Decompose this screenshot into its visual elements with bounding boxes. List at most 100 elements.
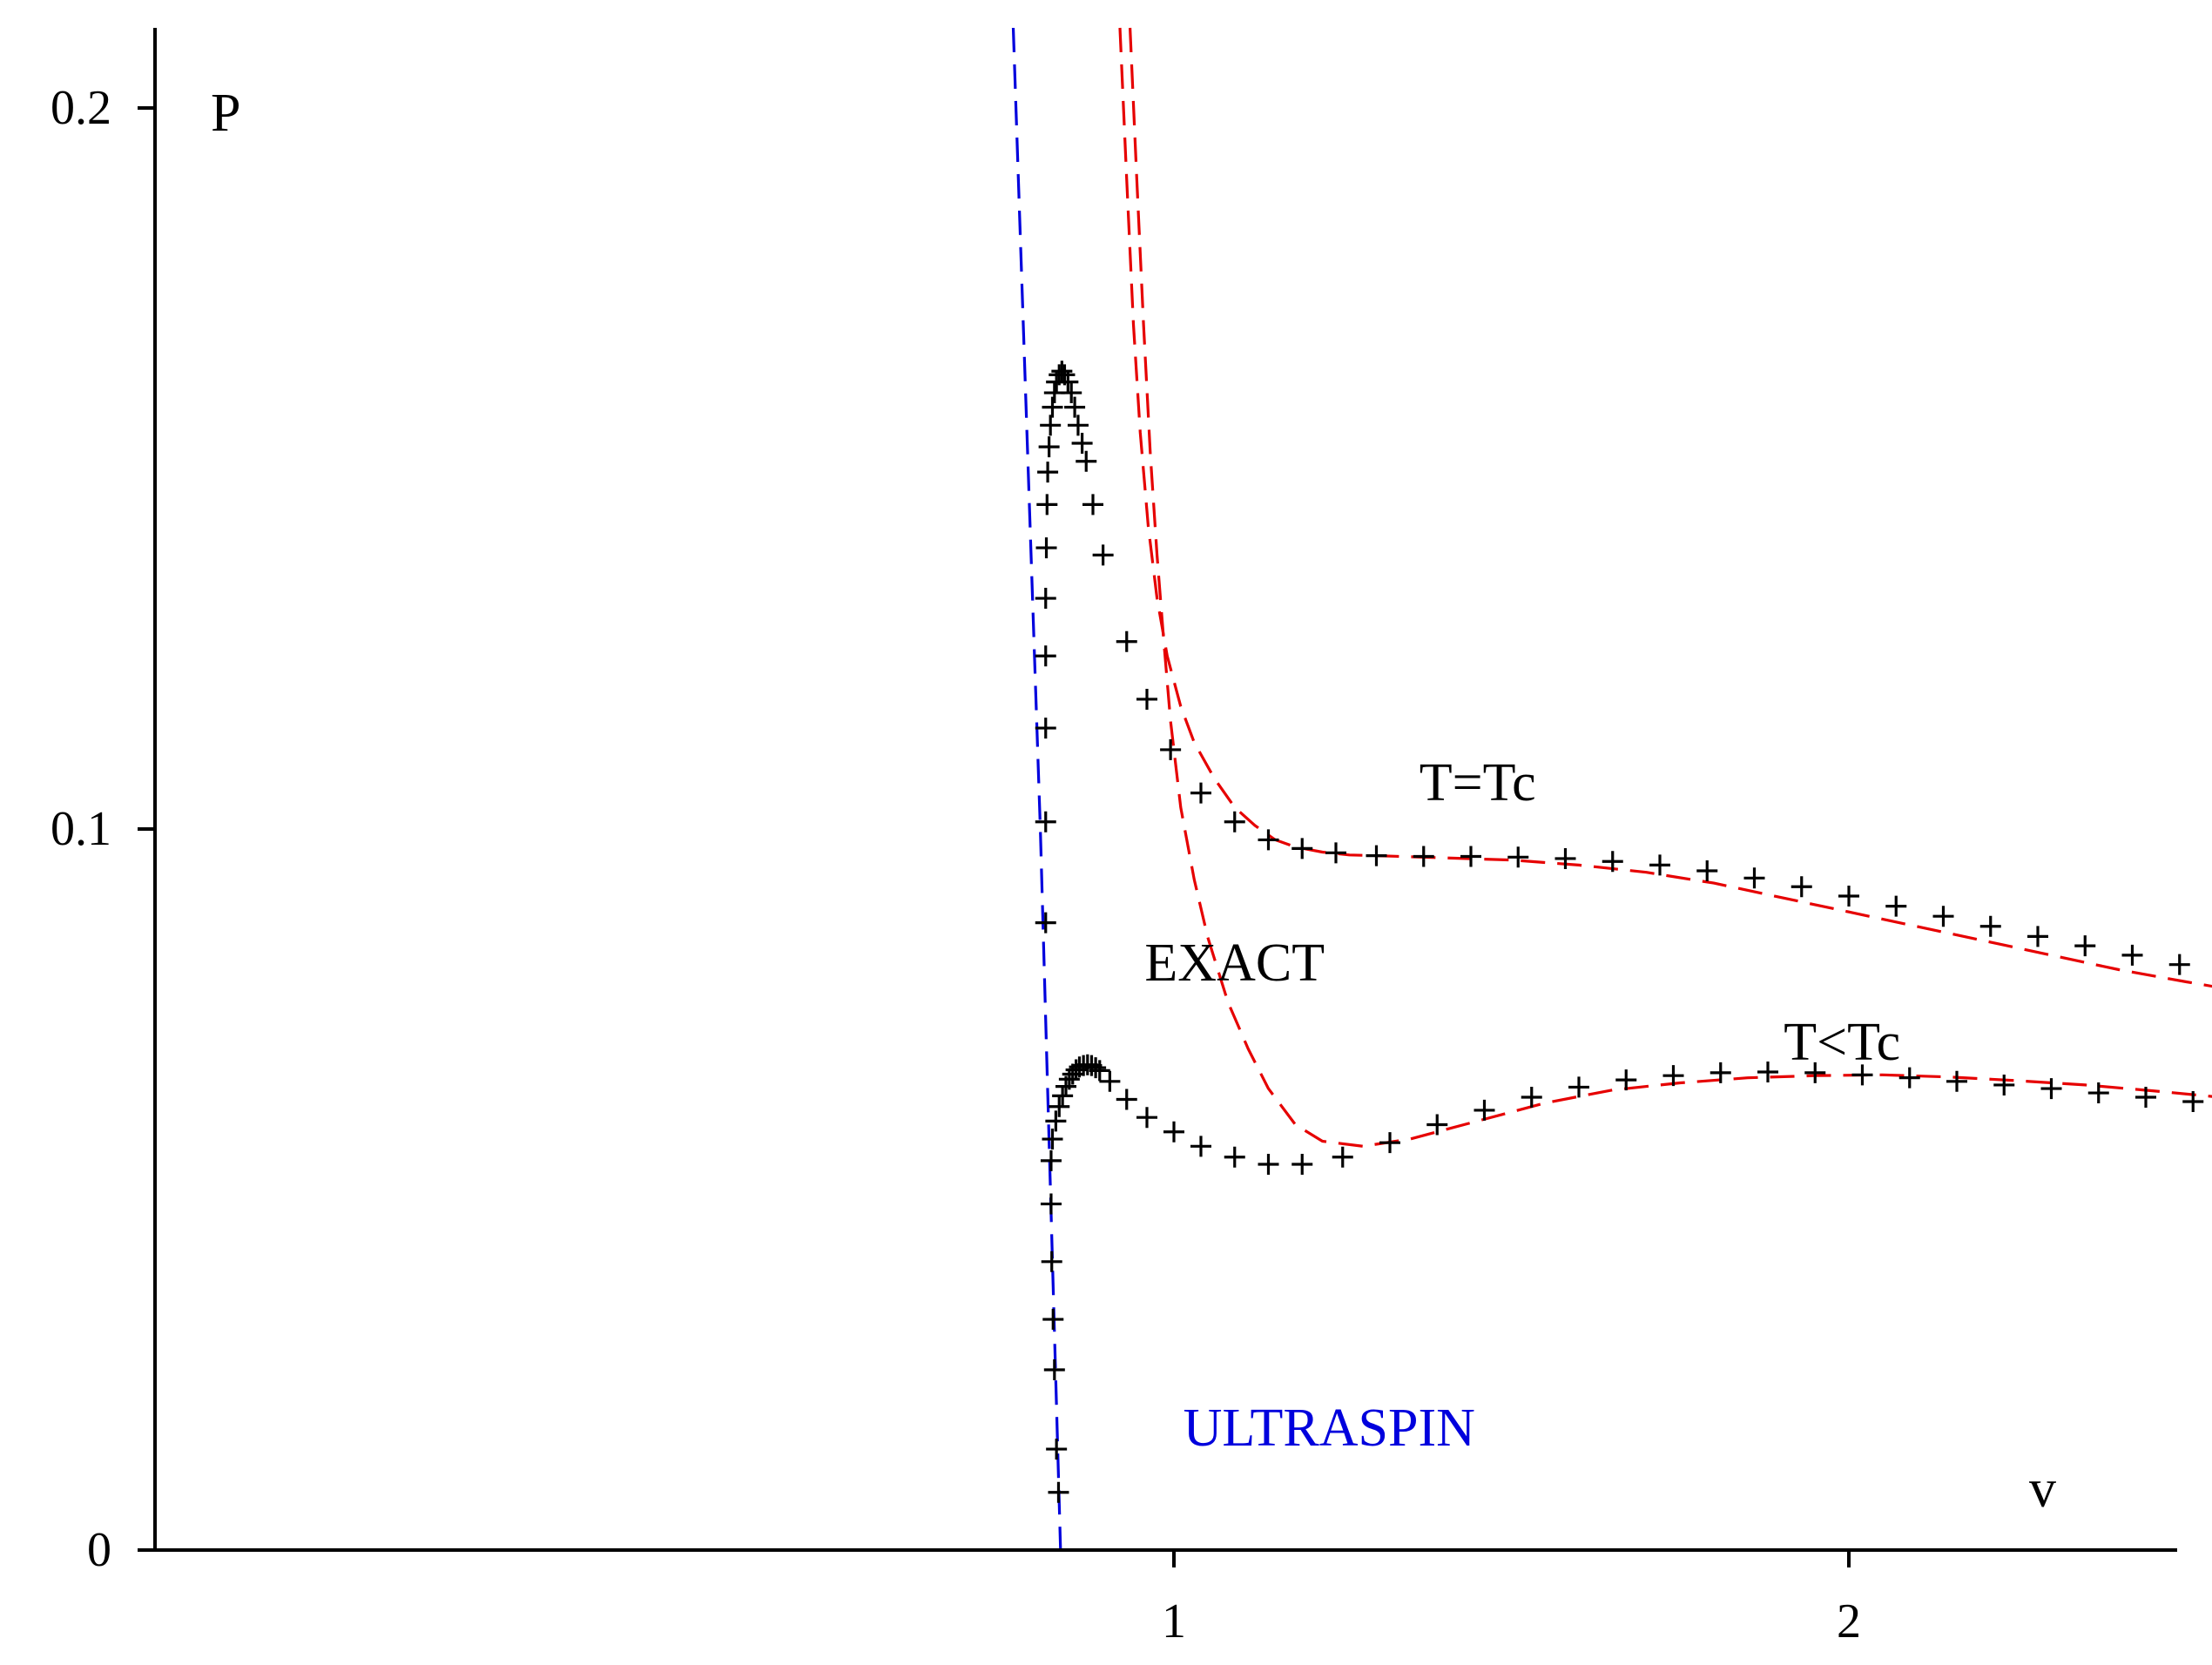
axes-layer: [153, 28, 2177, 1552]
series-markers-exact-t-tc: [1040, 1054, 2204, 1503]
data-point: [1521, 1087, 1542, 1109]
data-point: [2074, 935, 2096, 957]
data-point: [1089, 1060, 1110, 1082]
data-point: [2168, 954, 2190, 975]
data-point: [1160, 738, 1182, 760]
data-point: [2182, 1090, 2204, 1112]
data-point: [1067, 415, 1089, 436]
data-point: [1710, 1062, 1731, 1083]
data-point: [1082, 494, 1103, 516]
data-point: [1258, 829, 1279, 851]
data-point: [1116, 1089, 1137, 1110]
data-point: [1035, 811, 1056, 832]
data-point: [1037, 462, 1059, 483]
data-point: [1885, 895, 1907, 917]
data-point: [1507, 846, 1529, 868]
data-point: [1743, 867, 1765, 889]
x-tick-label-1: 1: [1162, 1594, 1186, 1648]
data-point: [1040, 1149, 1062, 1171]
data-point: [1035, 912, 1056, 934]
data-point: [1043, 1359, 1065, 1380]
data-point: [1898, 1067, 1920, 1089]
ticks-layer: 12300.10.2: [51, 81, 1861, 1648]
data-point: [1474, 1099, 1495, 1121]
data-point: [1662, 1065, 1684, 1087]
series-layer: [1011, 27, 2212, 1551]
data-point: [1049, 1095, 1070, 1117]
data-point: [1052, 1085, 1074, 1107]
data-point: [1051, 361, 1073, 382]
data-point: [2135, 1087, 2156, 1109]
data-point: [1116, 630, 1137, 652]
annotation-t-tc: T<Tc: [1784, 1013, 1900, 1072]
y-axis-label: P: [211, 84, 240, 143]
data-point: [1791, 876, 1812, 898]
data-point: [1258, 1154, 1279, 1176]
data-point: [1993, 1074, 2015, 1095]
annotation-t-tc: T=Tc: [1420, 753, 1536, 812]
data-point: [1615, 1069, 1637, 1091]
data-point: [1092, 544, 1114, 566]
data-point: [1035, 645, 1056, 667]
y-tick-label-0.1: 0.1: [51, 802, 111, 856]
x-axis-label: v: [2029, 1459, 2056, 1519]
data-point: [1048, 1481, 1069, 1503]
data-point: [2087, 1082, 2109, 1104]
data-point: [2121, 944, 2143, 966]
data-point: [1602, 851, 1623, 873]
data-point: [1035, 537, 1057, 559]
data-point: [1979, 915, 2001, 937]
data-point: [1932, 906, 1954, 927]
x-tick-label-2: 2: [1837, 1594, 1861, 1648]
data-point: [1042, 1129, 1063, 1150]
data-point: [1035, 718, 1056, 739]
data-point: [1040, 1193, 1062, 1215]
data-point: [1838, 886, 1859, 907]
data-point: [1046, 1439, 1068, 1460]
data-point: [1163, 1121, 1184, 1143]
data-point: [1061, 382, 1082, 404]
data-point: [1042, 1309, 1064, 1331]
data-point: [1064, 396, 1086, 418]
data-point: [1076, 450, 1097, 472]
data-point: [1136, 1107, 1157, 1129]
data-point: [1946, 1070, 1967, 1092]
data-point: [1057, 371, 1079, 393]
data-point: [1460, 846, 1481, 867]
data-point: [1042, 396, 1063, 418]
data-point: [1332, 1146, 1353, 1168]
data-point: [1325, 842, 1346, 864]
data-point: [1851, 1064, 1873, 1086]
data-point: [1040, 415, 1062, 436]
data-point: [1413, 846, 1434, 867]
data-point: [1649, 854, 1670, 876]
data-point: [2040, 1078, 2062, 1100]
series-line-slow-t-tc: [1118, 27, 2212, 988]
y-tick-label-0.2: 0.2: [51, 81, 111, 135]
data-point: [1568, 1076, 1589, 1098]
annotation-exact: EXACT: [1144, 934, 1325, 993]
data-point: [1038, 436, 1060, 458]
data-point: [1190, 782, 1211, 804]
data-point: [1291, 1154, 1313, 1176]
data-point: [1190, 1136, 1211, 1157]
data-point: [1036, 494, 1058, 516]
data-point: [1045, 1110, 1067, 1132]
data-point: [1366, 845, 1387, 866]
data-point: [1099, 1070, 1121, 1092]
data-point: [1085, 1057, 1107, 1079]
data-point: [1696, 860, 1718, 882]
annotation-ultraspin: ULTRASPIN: [1184, 1399, 1475, 1458]
data-point: [1224, 811, 1245, 832]
data-point: [1136, 688, 1157, 710]
series-markers-exact-t-tc: [1035, 361, 2190, 975]
data-point: [1035, 588, 1056, 610]
data-point: [1224, 1146, 1245, 1168]
data-point: [1757, 1062, 1778, 1083]
labels-layer: P v: [211, 84, 2056, 1519]
data-point: [1041, 1250, 1062, 1272]
data-point: [1071, 433, 1093, 455]
data-point: [2027, 926, 2048, 947]
data-point: [1804, 1062, 1826, 1083]
